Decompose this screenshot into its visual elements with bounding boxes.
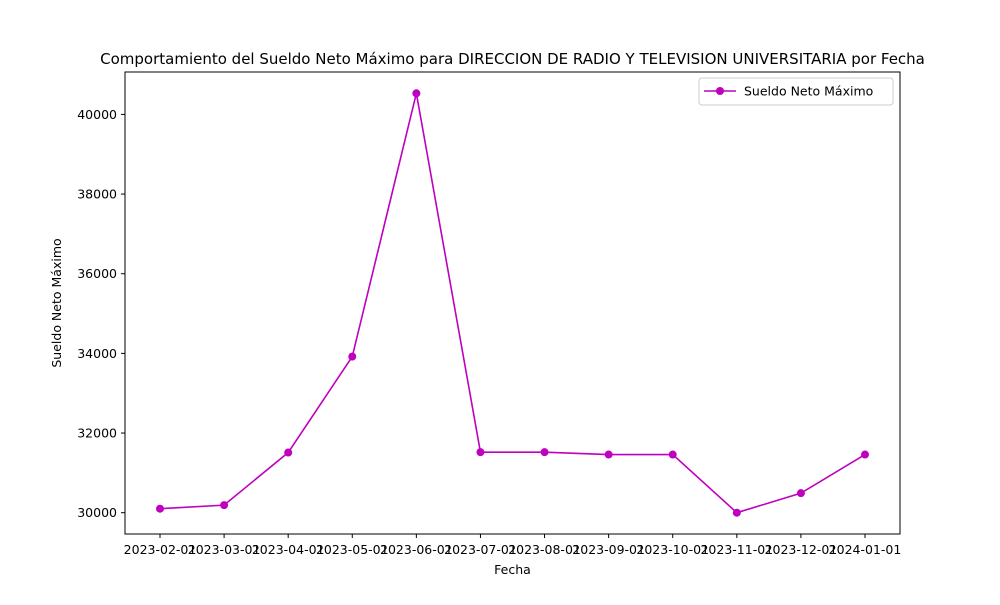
x-tick-label: 2023-04-01 (252, 542, 325, 557)
x-tick-label: 2023-11-01 (700, 542, 773, 557)
x-tick-label: 2023-09-01 (572, 542, 645, 557)
series-points (156, 89, 869, 517)
data-point (604, 450, 613, 459)
x-axis-label: Fecha (494, 562, 531, 577)
legend-box (698, 77, 894, 106)
x-tick-label: 2023-07-01 (444, 542, 517, 557)
y-axis-label: Sueldo Neto Máximo (49, 238, 64, 367)
data-point (284, 448, 293, 457)
data-point (668, 450, 677, 459)
data-point (156, 504, 164, 513)
x-tick-label: 2023-05-01 (316, 542, 389, 557)
x-tick-label: 2023-06-01 (380, 542, 453, 557)
data-point (348, 352, 357, 361)
data-point (796, 489, 805, 498)
series-line (159, 93, 866, 514)
data-point (540, 448, 549, 457)
y-tick-label: 38000 (77, 187, 117, 202)
x-tick-label: 2023-03-01 (188, 542, 261, 557)
y-tick-label: 36000 (77, 266, 117, 281)
plot-area (124, 71, 901, 535)
data-point (412, 89, 421, 98)
y-tick-label: 30000 (77, 505, 117, 520)
legend-label: Sueldo Neto Máximo (744, 84, 873, 99)
data-point (861, 450, 869, 459)
data-point (476, 448, 485, 457)
x-tick-label: 2024-01-01 (829, 542, 902, 557)
x-tick-label: 2023-12-01 (765, 542, 838, 557)
chart-title: Comportamiento del Sueldo Neto Máximo pa… (100, 50, 925, 68)
x-tick-label: 2023-10-01 (636, 542, 709, 557)
y-tick-label: 40000 (77, 107, 117, 122)
x-axis-ticks: 2023-02-012023-03-012023-04-012023-05-01… (124, 534, 902, 557)
data-point (732, 508, 741, 517)
data-point (220, 501, 229, 510)
legend: Sueldo Neto Máximo (698, 77, 894, 106)
legend-point-marker (716, 87, 724, 95)
y-tick-label: 32000 (77, 426, 117, 441)
x-tick-label: 2023-02-01 (124, 542, 197, 557)
x-tick-label: 2023-08-01 (508, 542, 581, 557)
y-axis-ticks: 30000 32000 34000 36000 38000 40000 (77, 107, 125, 520)
y-tick-label: 34000 (77, 346, 117, 361)
